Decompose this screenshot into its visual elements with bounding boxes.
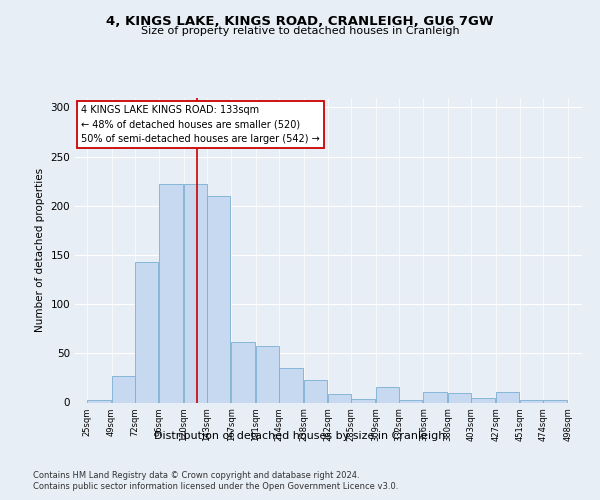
Bar bbox=[328, 394, 352, 402]
Bar bbox=[376, 387, 399, 402]
Y-axis label: Number of detached properties: Number of detached properties bbox=[35, 168, 45, 332]
Bar bbox=[544, 400, 567, 402]
Bar bbox=[87, 400, 110, 402]
Text: Contains HM Land Registry data © Crown copyright and database right 2024.: Contains HM Land Registry data © Crown c… bbox=[33, 471, 359, 480]
Bar bbox=[112, 376, 135, 402]
Bar bbox=[207, 196, 230, 402]
Bar bbox=[232, 342, 255, 402]
Text: Size of property relative to detached houses in Cranleigh: Size of property relative to detached ho… bbox=[140, 26, 460, 36]
Bar bbox=[399, 400, 422, 402]
Bar bbox=[352, 398, 375, 402]
Bar bbox=[424, 392, 447, 402]
Text: 4, KINGS LAKE, KINGS ROAD, CRANLEIGH, GU6 7GW: 4, KINGS LAKE, KINGS ROAD, CRANLEIGH, GU… bbox=[106, 15, 494, 28]
Text: Contains public sector information licensed under the Open Government Licence v3: Contains public sector information licen… bbox=[33, 482, 398, 491]
Bar bbox=[448, 392, 471, 402]
Bar bbox=[471, 398, 494, 402]
Bar bbox=[304, 380, 327, 402]
Bar bbox=[184, 184, 207, 402]
Bar bbox=[496, 392, 519, 402]
Bar bbox=[279, 368, 302, 402]
Bar bbox=[160, 184, 182, 402]
Bar bbox=[256, 346, 279, 403]
Bar bbox=[520, 400, 544, 402]
Bar bbox=[135, 262, 158, 402]
Text: Distribution of detached houses by size in Cranleigh: Distribution of detached houses by size … bbox=[154, 431, 446, 441]
Text: 4 KINGS LAKE KINGS ROAD: 133sqm
← 48% of detached houses are smaller (520)
50% o: 4 KINGS LAKE KINGS ROAD: 133sqm ← 48% of… bbox=[81, 105, 320, 144]
